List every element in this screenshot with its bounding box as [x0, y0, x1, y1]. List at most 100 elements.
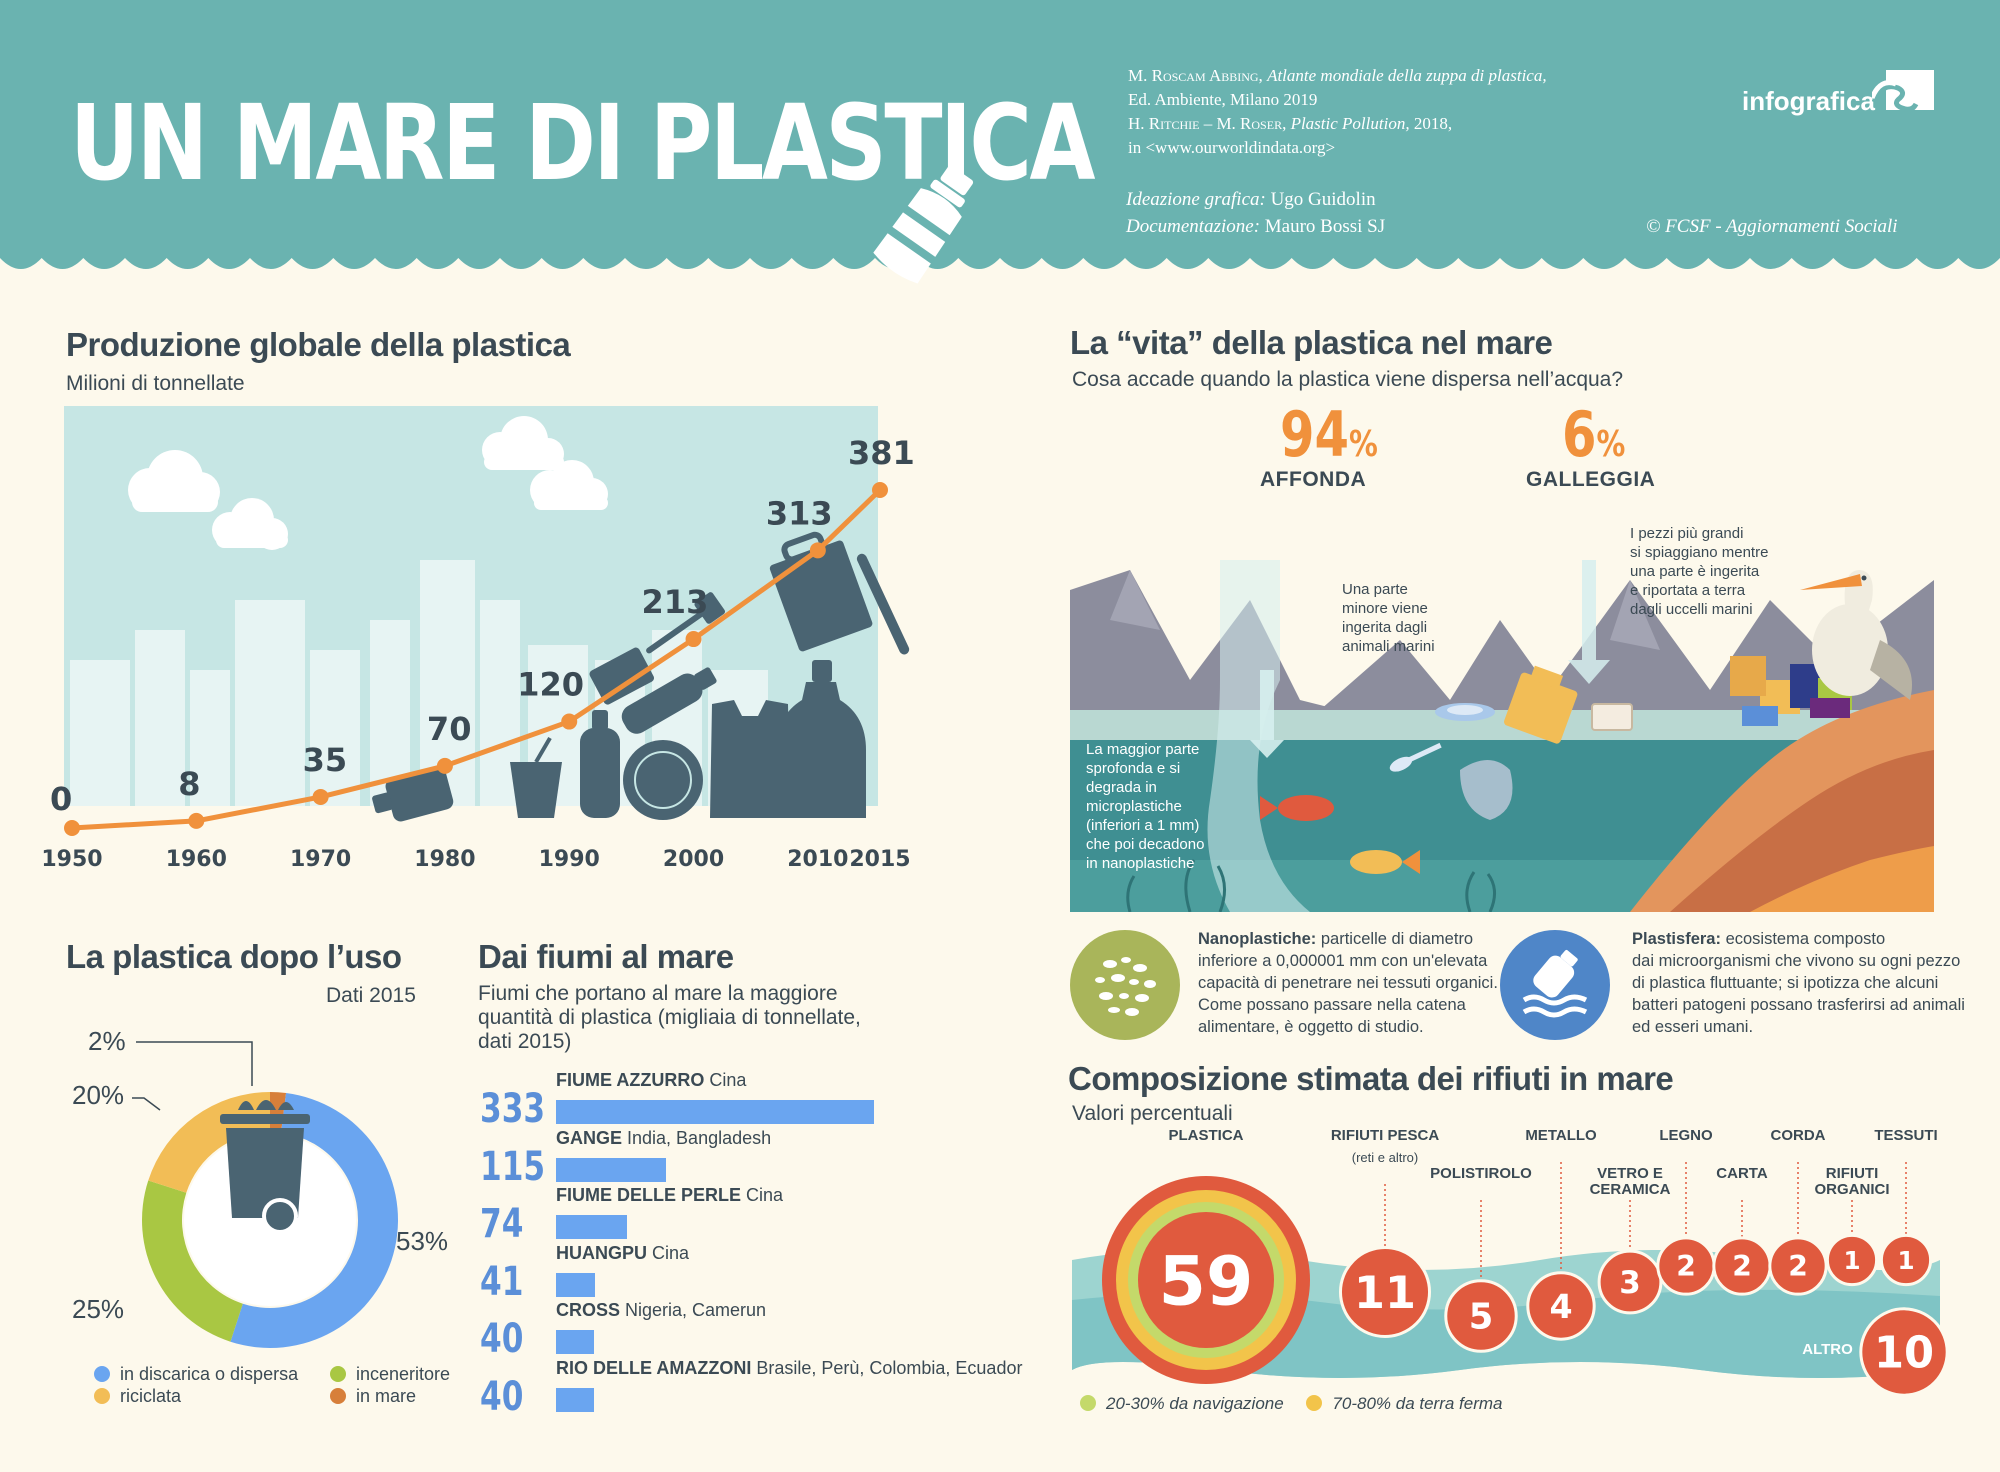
- bubble-label: CARTA: [1716, 1165, 1768, 1182]
- credit1-role: Ideazione grafica:: [1126, 189, 1266, 210]
- note-beach: I pezzi più grandi si spiaggiano mentre …: [1630, 524, 1768, 619]
- info-line: alimentare, è oggetto di studio.: [1198, 1018, 1424, 1036]
- bubble-value: 59: [1159, 1242, 1254, 1321]
- plastisphere-text: Plastisfera: ecosistema composto dai mic…: [1632, 928, 1965, 1038]
- nanoplastics-term: Nanoplastiche:: [1198, 930, 1317, 948]
- production-title: Produzione globale della plastica: [66, 326, 571, 363]
- note-line: dagli uccelli marini: [1630, 601, 1753, 618]
- note-line: La maggior parte: [1086, 741, 1200, 758]
- production-value-label: 70: [427, 710, 472, 748]
- wave-scallop: [0, 240, 2000, 269]
- clouds-decoration: [128, 416, 608, 550]
- legend-incinerator-label: inceneritore: [356, 1364, 451, 1384]
- legend-swatch-navigation: [1080, 1395, 1096, 1411]
- percent-sign: %: [1596, 424, 1626, 465]
- production-point: [872, 482, 888, 498]
- note-line: una parte è ingerita: [1630, 563, 1760, 580]
- brand-label: infografica: [1742, 86, 1875, 116]
- source2-url[interactable]: in <www.ourworldindata.org>: [1128, 138, 1336, 157]
- bubble-label: PLASTICA: [1169, 1127, 1244, 1144]
- legend-landfill-label: in discarica o dispersa: [120, 1364, 299, 1384]
- river-name-bold: FIUME DELLE PERLE: [556, 1185, 742, 1205]
- donut-slice: [230, 1093, 398, 1348]
- rivers-title: Dai fiumi al mare: [478, 938, 734, 975]
- bubble-label: RIFIUTI PESCA: [1331, 1127, 1440, 1144]
- river-name: CROSS Nigeria, Camerun: [556, 1300, 766, 1321]
- bubble-value: 4: [1549, 1287, 1572, 1326]
- river-value: 333: [480, 1086, 546, 1132]
- river-name: FIUME AZZURRO Cina: [556, 1070, 746, 1091]
- header-wave-edge: [0, 240, 2000, 269]
- note-line: sprofonda e si: [1086, 760, 1181, 777]
- floating-flow-arrow: [1568, 560, 1610, 684]
- brand-logo-icon: [1872, 70, 1934, 112]
- rivers-subtitle-line: quantità di plastica (migliaia di tonnel…: [478, 1006, 861, 1029]
- source2-year: 2018,: [1413, 114, 1453, 133]
- water-surface: [1070, 710, 1934, 740]
- floating-bottle-icon: [873, 165, 974, 284]
- production-value-label: 0: [50, 780, 72, 818]
- bubble-sublabel: (reti e altro): [1352, 1150, 1418, 1165]
- legend-recycled: riciclata: [94, 1386, 181, 1407]
- rivers-subtitle: Fiumi che portano al mare la maggiore qu…: [478, 982, 861, 1054]
- composition-subtitle: Valori percentuali: [1072, 1102, 1233, 1125]
- production-point: [809, 542, 826, 559]
- credit2-name: Mauro Bossi SJ: [1264, 216, 1386, 237]
- note-line: animali marini: [1342, 638, 1435, 655]
- production-year-label: 2015: [849, 847, 910, 872]
- sink-percentage: 94%: [1280, 398, 1378, 471]
- river-bar: [556, 1272, 596, 1297]
- river-bar: [556, 1100, 874, 1124]
- after-use-subtitle: Dati 2015: [326, 984, 416, 1007]
- production-value-label: 381: [848, 434, 915, 472]
- note-line: si spiaggiano mentre: [1630, 544, 1769, 561]
- fish-icon: [1260, 795, 1420, 874]
- legend-swatch-landfill: [94, 1366, 110, 1382]
- bubble-value: 10: [1874, 1329, 1934, 1379]
- bubble-value: 3: [1619, 1265, 1640, 1301]
- production-year-label: 1990: [539, 847, 600, 872]
- bubble-value: 2: [1676, 1250, 1696, 1283]
- legend-sea: in mare: [330, 1386, 416, 1407]
- composition-bubble: [1526, 1271, 1596, 1341]
- composition-bubble: [1444, 1279, 1518, 1353]
- header-banner: [0, 0, 2000, 258]
- river-name: GANGE India, Bangladesh: [556, 1128, 771, 1149]
- submerged-debris: [1389, 742, 1513, 820]
- info-line: batteri patogeni possano trasferirsi ad …: [1632, 996, 1965, 1014]
- note-line: microplastiche: [1086, 798, 1182, 815]
- pelican-icon: [1800, 570, 1912, 700]
- note-line: (inferiori a 1 mm): [1086, 817, 1200, 834]
- bubble-label: VETRO E: [1597, 1165, 1663, 1182]
- composition-title: Composizione stimata dei rifiuti in mare: [1068, 1060, 1674, 1097]
- nanoplastics-text: Nanoplastiche: particelle di diametro in…: [1198, 928, 1498, 1038]
- source2-author: H. Ritchie – M. Roser,: [1128, 114, 1287, 133]
- composition-bubble: [1768, 1236, 1828, 1296]
- river-country: Nigeria, Camerun: [620, 1300, 767, 1320]
- production-value-label: 35: [303, 741, 348, 779]
- river-value: 74: [480, 1201, 524, 1247]
- percent-sign: %: [1349, 424, 1378, 465]
- composition-bubble: [1597, 1249, 1663, 1315]
- plastisphere-term: Plastisfera:: [1632, 930, 1721, 948]
- production-value-label: 313: [766, 494, 833, 532]
- production-point: [685, 631, 702, 648]
- river-name-bold: GANGE: [556, 1127, 623, 1148]
- production-year-label: 1980: [414, 847, 475, 872]
- source2-title: Plastic Pollution,: [1290, 114, 1410, 133]
- bubble-label: METALLO: [1525, 1127, 1597, 1144]
- credit2-role: Documentazione:: [1126, 216, 1261, 237]
- float-label: GALLEGGIA: [1526, 468, 1656, 491]
- donut-label: 25%: [72, 1294, 124, 1324]
- legend-incinerator: inceneritore: [330, 1364, 450, 1385]
- info-line: Come possano passare nella catena: [1198, 996, 1466, 1014]
- credits-block: Ideazione grafica: Ugo Guidolin Document…: [1126, 186, 1385, 240]
- production-value-label: 120: [517, 666, 584, 704]
- nanoplastics-badge: [1070, 930, 1180, 1040]
- river-country: Brasile, Perù, Colombia, Ecuador: [751, 1357, 1023, 1378]
- composition-bubble: [1825, 1233, 1879, 1287]
- river-name: RIO DELLE AMAZZONI Brasile, Perù, Colomb…: [556, 1358, 1022, 1379]
- donut-label: 53%: [396, 1226, 448, 1256]
- note-line: e riportata a terra: [1630, 582, 1746, 599]
